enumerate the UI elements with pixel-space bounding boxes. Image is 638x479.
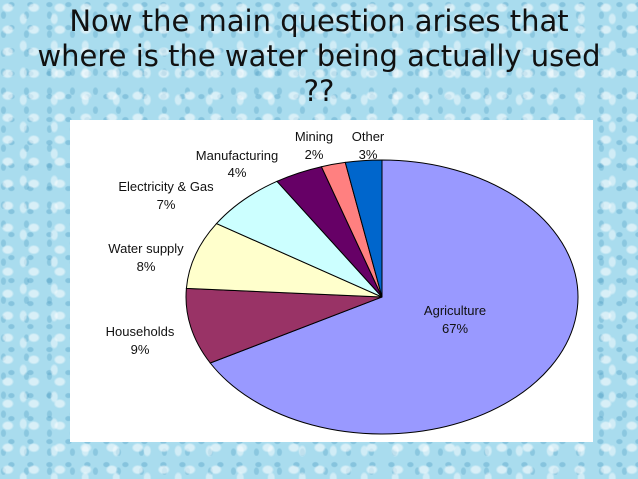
title-line-2: where is the water being actually used bbox=[37, 39, 601, 73]
slice-label-other: Other bbox=[352, 129, 385, 144]
chart-panel: Agriculture 67% Households 9% Water supp… bbox=[70, 120, 593, 442]
slice-value-electricity-gas: 7% bbox=[157, 197, 176, 212]
title-line-3: ?? bbox=[303, 74, 335, 108]
pie-slices bbox=[185, 159, 579, 435]
slice-label-households: Households bbox=[106, 324, 175, 339]
pie-chart: Agriculture 67% Households 9% Water supp… bbox=[106, 129, 579, 435]
pie-slice-other bbox=[344, 159, 383, 298]
slice-value-mining: 2% bbox=[305, 147, 324, 162]
slice-value-households: 9% bbox=[131, 342, 150, 357]
slice-value-manufacturing: 4% bbox=[228, 165, 247, 180]
title-line-1: Now the main question arises that bbox=[69, 4, 569, 38]
pie-slice-households bbox=[185, 287, 383, 364]
slice-value-other: 3% bbox=[359, 147, 378, 162]
pie-slice-water-supply bbox=[185, 222, 383, 298]
pie-slice-agriculture bbox=[209, 159, 579, 435]
slice-label-water-supply: Water supply bbox=[108, 241, 184, 256]
slice-value-agriculture: 67% bbox=[442, 321, 468, 336]
slide-title: Now the main question arises that where … bbox=[0, 4, 638, 109]
slice-label-manufacturing: Manufacturing bbox=[196, 148, 278, 163]
slice-label-agriculture: Agriculture bbox=[424, 303, 486, 318]
slice-label-electricity-gas: Electricity & Gas bbox=[118, 179, 214, 194]
slice-value-water-supply: 8% bbox=[137, 259, 156, 274]
slice-label-mining: Mining bbox=[295, 129, 333, 144]
